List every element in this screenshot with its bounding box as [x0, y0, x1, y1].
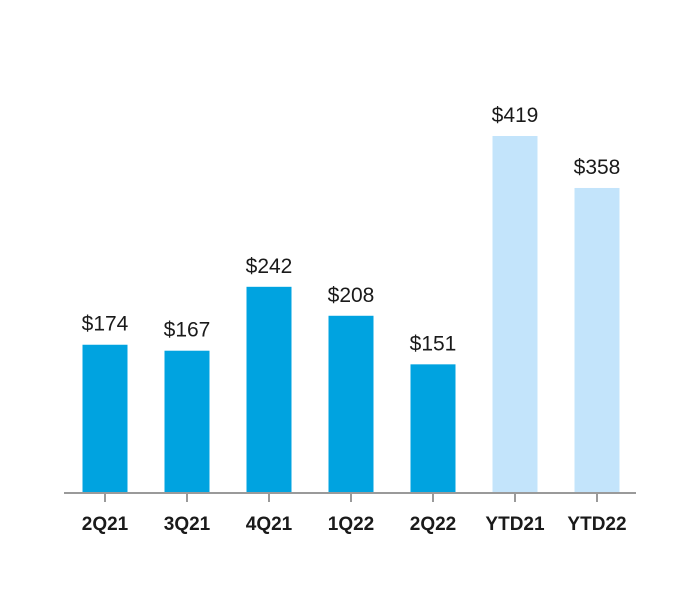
bar-ytd21	[492, 136, 538, 493]
value-label-ytd22: $358	[574, 156, 621, 179]
bar-3q21	[164, 350, 210, 493]
x-tick-label-2q22: 2Q22	[410, 514, 456, 535]
value-label-ytd21: $419	[492, 104, 539, 127]
x-tick-label-ytd21: YTD21	[485, 514, 545, 535]
bar-4q21	[246, 286, 292, 493]
x-ticks-group	[104, 493, 598, 502]
x-tick-label-ytd22: YTD22	[567, 514, 626, 535]
bar-2q22	[410, 364, 456, 493]
value-labels-group: $174 $167 $242 $208 $151 $419 $358	[82, 104, 621, 355]
bars-group	[82, 136, 620, 493]
x-tick-label-4q21: 4Q21	[246, 514, 293, 535]
value-label-1q22: $208	[328, 284, 375, 307]
value-label-2q21: $174	[82, 313, 129, 336]
x-tick-label-2q21: 2Q21	[82, 514, 129, 535]
x-tick-label-1q22: 1Q22	[328, 514, 374, 535]
x-tick-label-3q21: 3Q21	[164, 514, 211, 535]
x-tick-labels-group: 2Q21 3Q21 4Q21 1Q22 2Q22 YTD21 YTD22	[82, 514, 627, 535]
value-label-3q21: $167	[164, 319, 211, 342]
value-label-4q21: $242	[246, 255, 293, 278]
bar-ytd22	[574, 187, 620, 493]
bar-1q22	[328, 315, 374, 493]
value-label-2q22: $151	[410, 332, 457, 355]
bar-2q21	[82, 344, 128, 493]
